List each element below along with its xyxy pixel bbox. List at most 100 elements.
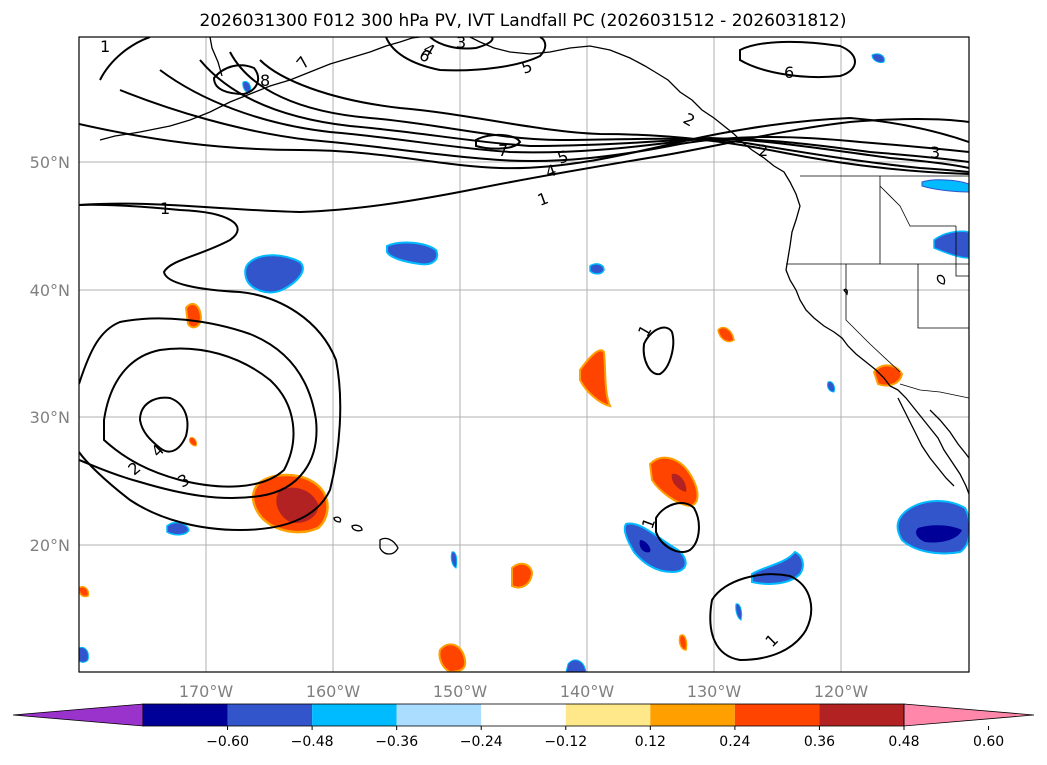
map-frame — [78, 36, 970, 673]
pos-blob-small-1 — [717, 326, 735, 343]
coastlines — [99, 37, 969, 555]
colorbar-extend-high — [903, 703, 1035, 727]
border-state-5 — [845, 264, 901, 373]
political-borders — [786, 175, 969, 399]
colorbar-segment — [481, 704, 566, 726]
colorbar-tick-label: −0.48 — [291, 734, 334, 750]
pos-blob-south-3 — [438, 643, 467, 672]
colorbar-segment — [734, 704, 820, 726]
colorbar-segment — [227, 704, 313, 726]
pv-subtropical-3 — [103, 347, 295, 488]
lon-label-120w: 120°W — [814, 682, 869, 701]
colorbar-segment — [143, 704, 228, 726]
border-us-mexico — [899, 383, 969, 399]
pv-subtropical-2 — [79, 317, 318, 500]
pv-subtropical-4 — [138, 396, 189, 453]
neg-blob-sw-1 — [166, 521, 190, 536]
pos-blob-north-1 — [184, 302, 203, 329]
contour-label: 1 — [160, 199, 170, 218]
colorbar-segment — [819, 704, 904, 726]
lon-label-150w: 150°W — [433, 682, 488, 701]
lat-label-50n: 50°N — [30, 153, 70, 172]
contour-label: 7 — [498, 141, 508, 160]
colorbar-outline — [142, 703, 905, 727]
contour-label: 2 — [758, 141, 768, 160]
pos-blob-sw-2 — [511, 562, 534, 589]
neg-blob-small-2 — [565, 659, 587, 672]
coast-hawaii-2 — [351, 524, 363, 532]
colorbar-tick-label: 0.12 — [635, 734, 666, 750]
longitude-labels: 170°W 160°W 150°W 140°W 130°W 120°W — [179, 682, 869, 701]
coast-hawaii-1 — [379, 537, 399, 555]
lat-label-40n: 40°N — [30, 281, 70, 300]
coast-island-1 — [843, 288, 848, 296]
neg-blob-small-5 — [735, 603, 743, 621]
colorbar-tick-label: 0.36 — [804, 734, 835, 750]
colorbar-tick-label: −0.36 — [375, 734, 418, 750]
map-panel: 8 7 6 5 4 3 2 1 6 7 5 4 1 2 3 1 4 3 2 1 … — [78, 33, 970, 673]
pv-north-contour-1 — [99, 37, 151, 81]
border-state-4 — [955, 226, 969, 277]
pv-north-contour-2 — [385, 37, 547, 72]
pv-low-contour-2 — [655, 502, 700, 553]
neg-core-south-1 — [639, 540, 651, 553]
coast-alaska-inner — [209, 37, 223, 77]
pv-jet-contour-5 — [199, 59, 969, 169]
map-title: 2026031300 F012 300 hPa PV, IVT Landfall… — [199, 11, 846, 31]
colorbar-segment — [312, 704, 397, 726]
contour-label: 3 — [456, 33, 466, 52]
colorbar-segment — [396, 704, 482, 726]
lon-label-160w: 160°W — [306, 682, 361, 701]
pos-blob-socal — [872, 364, 904, 387]
neg-blob-montana — [921, 179, 969, 193]
colorbar-tick-label: 0.48 — [888, 734, 919, 750]
neg-blob-central — [386, 241, 439, 266]
pv-north-contour-3 — [429, 37, 494, 50]
pos-blob-central — [579, 349, 612, 408]
coast-hawaii-3 — [333, 516, 342, 523]
pos-blob-small-2 — [678, 634, 688, 651]
colorbar-tick-label: 0.24 — [719, 734, 750, 750]
coast-alaska-south — [469, 37, 656, 73]
pv-jet-contour-1 — [79, 118, 969, 214]
coast-alaska-peninsula — [149, 37, 421, 131]
pv-north-contour-6 — [212, 64, 260, 96]
colorbar-tick-label: −0.12 — [544, 734, 587, 750]
pv-jet-contour-4 — [159, 69, 969, 163]
contour-label: 1 — [100, 37, 110, 56]
neg-core-baja — [916, 525, 962, 543]
neg-blob-hawaii-north — [244, 254, 304, 294]
neg-blob-small-6 — [827, 381, 835, 393]
contour-label: 3 — [930, 143, 940, 162]
coast-island-2 — [936, 274, 946, 285]
colorbar-tick-label: −0.60 — [206, 734, 249, 750]
latitude-labels: 50°N 40°N 30°N 20°N — [30, 153, 70, 555]
lon-label-130w: 130°W — [687, 682, 742, 701]
pv-low-contour-1 — [642, 326, 675, 376]
neg-blob-small-4 — [450, 551, 458, 569]
contour-label: 6 — [784, 63, 794, 82]
coast-west-north-america — [654, 71, 899, 391]
pv-subtropical-1 — [79, 203, 342, 532]
border-state-3 — [917, 264, 969, 329]
pos-core-east-1 — [671, 473, 687, 492]
pv-jet-contour-2 — [79, 116, 969, 170]
pv-contours — [79, 37, 969, 662]
graticule — [79, 37, 969, 672]
coast-baja — [897, 389, 969, 495]
neg-blob-nw-coast — [933, 230, 969, 259]
pv-jet-contour-7 — [259, 59, 969, 175]
colorbar: −0.60 −0.48 −0.36 −0.24 −0.12 0.12 0.24 0.36 0.4… — [12, 703, 1035, 750]
lat-label-30n: 30°N — [30, 408, 70, 427]
neg-blob-alaska-1 — [871, 53, 885, 63]
contour-label: 8 — [260, 71, 270, 90]
colorbar-extend-low — [12, 703, 144, 727]
neg-blob-small-1 — [589, 263, 605, 275]
border-state-6 — [879, 185, 956, 227]
colorbar-segment — [565, 704, 651, 726]
pv-north-contour-5 — [475, 134, 522, 150]
lat-label-20n: 20°N — [30, 536, 70, 555]
colorbar-segment — [650, 704, 735, 726]
pos-blob-small-3 — [79, 585, 90, 598]
